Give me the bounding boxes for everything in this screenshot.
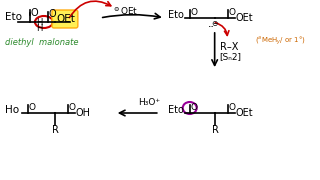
FancyBboxPatch shape: [52, 10, 78, 28]
Text: [Sₙ2]: [Sₙ2]: [220, 52, 242, 61]
Text: Ho: Ho: [5, 105, 19, 115]
Text: Eto: Eto: [5, 12, 22, 22]
Text: R: R: [212, 125, 219, 135]
Text: O: O: [69, 103, 76, 112]
Text: H₃O⁺: H₃O⁺: [138, 98, 160, 107]
Text: $\ddot{}$: $\ddot{}$: [209, 20, 214, 33]
Text: Eto: Eto: [168, 10, 184, 20]
Text: O: O: [229, 103, 236, 112]
Text: diethyl  malonate: diethyl malonate: [5, 38, 78, 47]
Text: R–X: R–X: [220, 42, 238, 52]
Text: O: O: [191, 103, 198, 112]
Text: H: H: [36, 24, 42, 33]
Text: O: O: [191, 8, 198, 17]
Text: $^\ominus$OEt: $^\ominus$OEt: [112, 5, 138, 17]
FancyArrowPatch shape: [69, 1, 111, 18]
Text: OEt: OEt: [236, 13, 253, 23]
FancyArrowPatch shape: [215, 23, 229, 35]
Text: OEt: OEt: [56, 14, 75, 24]
Text: OEt: OEt: [236, 108, 253, 118]
Text: O: O: [31, 8, 39, 18]
Text: H: H: [36, 18, 42, 27]
Text: R: R: [52, 125, 59, 135]
Text: Eto: Eto: [168, 105, 184, 115]
Text: O: O: [229, 8, 236, 17]
Text: O: O: [29, 103, 36, 112]
Text: O: O: [49, 9, 57, 19]
Text: OH: OH: [76, 108, 91, 118]
Text: ⊖: ⊖: [212, 19, 218, 28]
Text: ($^a$MeH$_y$/ or 1°): ($^a$MeH$_y$/ or 1°): [255, 35, 306, 47]
